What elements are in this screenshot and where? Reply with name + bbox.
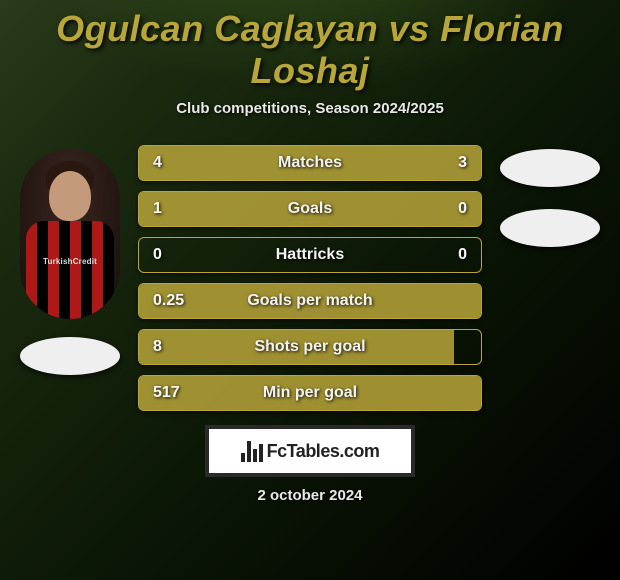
player-left-column: TurkishCredit bbox=[10, 145, 130, 375]
player-left-club-badge bbox=[20, 337, 120, 375]
stat-value-right: 0 bbox=[458, 238, 467, 272]
stat-row: 0Hattricks0 bbox=[138, 237, 482, 273]
date-text: 2 october 2024 bbox=[0, 487, 620, 504]
stat-row: 1Goals0 bbox=[138, 191, 482, 227]
stat-row: 0.25Goals per match bbox=[138, 283, 482, 319]
stat-label: Goals bbox=[139, 192, 481, 226]
player-right-club-badge-1 bbox=[500, 149, 600, 187]
stat-row: 4Matches3 bbox=[138, 145, 482, 181]
chart-icon bbox=[241, 440, 263, 462]
stat-label: Min per goal bbox=[139, 376, 481, 410]
player-right-club-badge-2 bbox=[500, 209, 600, 247]
footer-brand-text: FcTables.com bbox=[267, 441, 380, 462]
player-left-avatar: TurkishCredit bbox=[20, 149, 120, 319]
stat-row: 517Min per goal bbox=[138, 375, 482, 411]
stats-area: TurkishCredit 4Matches31Goals00Hattricks… bbox=[0, 145, 620, 411]
player-right-column bbox=[490, 145, 610, 247]
stat-label: Shots per goal bbox=[139, 330, 481, 364]
avatar-sponsor-text: TurkishCredit bbox=[43, 257, 97, 266]
stat-row: 8Shots per goal bbox=[138, 329, 482, 365]
stat-label: Hattricks bbox=[139, 238, 481, 272]
footer-brand-badge: FcTables.com bbox=[205, 425, 415, 477]
subtitle: Club competitions, Season 2024/2025 bbox=[0, 100, 620, 117]
stat-label: Goals per match bbox=[139, 284, 481, 318]
avatar-jersey bbox=[26, 221, 114, 319]
stat-value-right: 0 bbox=[458, 192, 467, 226]
page-title: Ogulcan Caglayan vs Florian Loshaj bbox=[0, 8, 620, 92]
content-root: Ogulcan Caglayan vs Florian Loshaj Club … bbox=[0, 0, 620, 580]
avatar-head bbox=[49, 171, 91, 221]
stat-value-right: 3 bbox=[458, 146, 467, 180]
stat-bars-container: 4Matches31Goals00Hattricks00.25Goals per… bbox=[138, 145, 482, 411]
stat-label: Matches bbox=[139, 146, 481, 180]
